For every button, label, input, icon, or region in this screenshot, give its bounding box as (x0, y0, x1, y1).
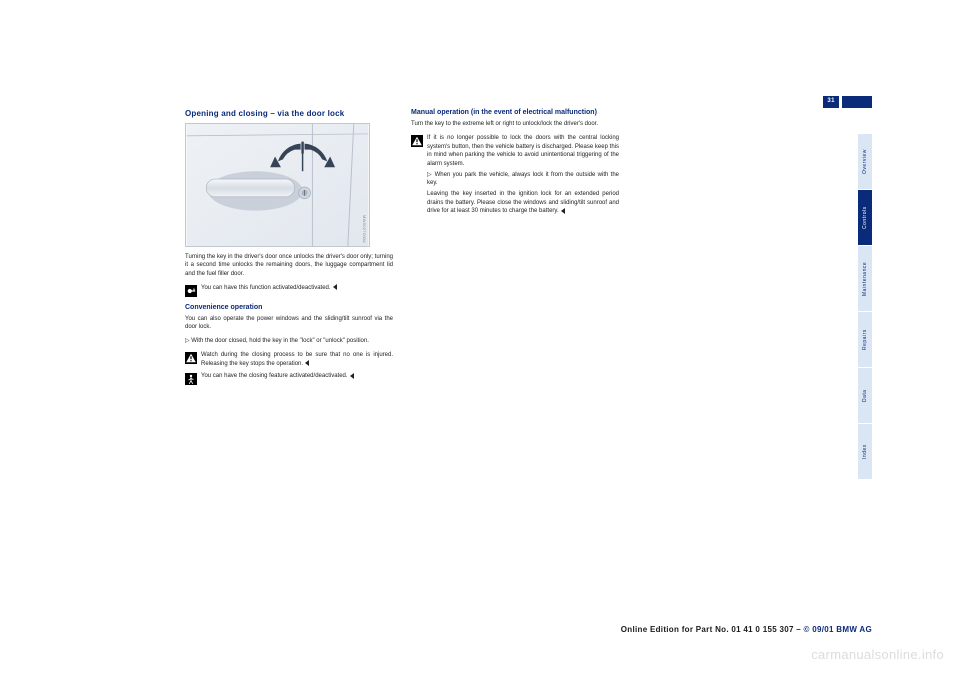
warning-icon (411, 135, 423, 147)
col1-para-3: You can also operate the power windows a… (185, 315, 393, 332)
end-marker-icon (333, 284, 337, 290)
col1-para-4-tail: Releasing the key stops the operation. (201, 361, 303, 367)
col1-para-4: Watch during the closing process to be s… (201, 351, 393, 368)
key-memory-note: You can have this function activated/dea… (185, 284, 393, 297)
key-icon (185, 285, 197, 297)
column-2: Manual operation (in the event of electr… (411, 108, 619, 608)
col1-para-5: You can have the closing feature activat… (201, 372, 354, 381)
col2-para-3: Leaving the key inserted in the ignition… (427, 190, 619, 216)
end-marker-icon (561, 208, 565, 214)
source-suffix: © 09/01 BMW AG (804, 625, 872, 634)
col1-key-note-2: You can have the closing feature activat… (185, 372, 393, 385)
warning-icon (185, 352, 197, 364)
col1-para-5-text: You can have the closing feature activat… (201, 373, 348, 379)
col1-sub-1: Convenience operation (185, 303, 393, 313)
col2-warning-1: If it is no longer possible to lock the … (411, 134, 619, 216)
col2-para-1: Turn the key to the extreme left or righ… (411, 120, 619, 129)
pedestrian-icon (185, 373, 197, 385)
col2-sub-1: Manual operation (in the event of electr… (411, 108, 619, 118)
source-prefix: Online Edition for Part No. 01 41 0 155 … (621, 625, 804, 634)
col2-para-2b: ▷ When you park the vehicle, always lock… (427, 171, 619, 188)
col1-para-4-text: Watch during the closing process to be s… (201, 352, 393, 358)
section-tab-index[interactable]: Index (858, 424, 872, 480)
col1-para-3b: ▷ With the door closed, hold the key in … (185, 337, 393, 346)
col1-para-1: Turning the key in the driver's door onc… (185, 253, 393, 279)
column-1: Opening and closing – via the door lock (185, 108, 393, 608)
main-heading: Opening and closing – via the door lock (185, 108, 393, 120)
door-handle-figure: MW0027OWA (185, 123, 370, 247)
col2-para-3-text: Leaving the key inserted in the ignition… (427, 191, 619, 214)
end-marker-icon (305, 360, 309, 366)
column-3 (637, 108, 845, 608)
page-number-bar: 31 (823, 96, 872, 108)
figure-code: MW0027OWA (361, 215, 367, 243)
page-number: 31 (823, 96, 839, 108)
col1-para-2: You can have this function activated/dea… (201, 284, 337, 293)
section-tab-controls[interactable]: Controls (858, 190, 872, 246)
section-tab-overview[interactable]: Overview (858, 134, 872, 190)
col2-para-2: If it is no longer possible to lock the … (427, 134, 619, 169)
section-tab-maintenance[interactable]: Maintenance (858, 246, 872, 312)
section-tabs: OverviewControlsMaintenanceRepairsDataIn… (858, 134, 872, 480)
col1-warning-1: Watch during the closing process to be s… (185, 351, 393, 368)
section-tab-data[interactable]: Data (858, 368, 872, 424)
section-tab-repairs[interactable]: Repairs (858, 312, 872, 368)
page-content: Opening and closing – via the door lock (185, 108, 845, 608)
page-number-accent (842, 96, 872, 108)
source-line: Online Edition for Part No. 01 41 0 155 … (621, 625, 872, 634)
col1-para-2-text: You can have this function activated/dea… (201, 285, 331, 291)
col2-warning-text: If it is no longer possible to lock the … (427, 134, 619, 216)
watermark: carmanualsonline.info (811, 647, 944, 662)
end-marker-icon (350, 373, 354, 379)
